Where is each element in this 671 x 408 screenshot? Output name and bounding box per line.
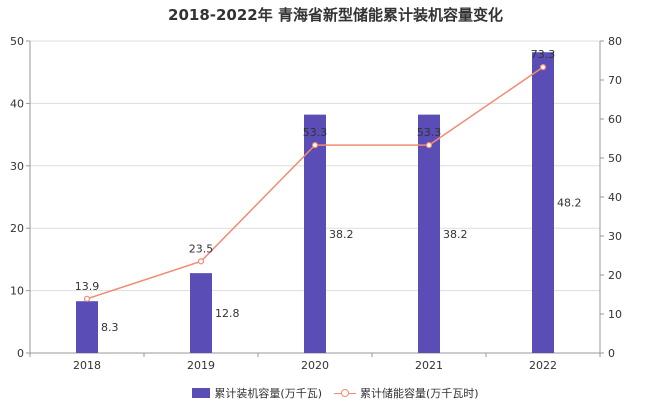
y-right-tick-label: 50	[608, 152, 622, 165]
bar	[532, 52, 554, 354]
bar	[304, 114, 326, 353]
legend-bar-label: 累计装机容量(万千瓦)	[214, 387, 322, 400]
bar	[76, 301, 98, 353]
legend: 累计装机容量(万千瓦) 累计储能容量(万千瓦时)	[0, 385, 671, 401]
x-tick-label: 2022	[529, 359, 557, 372]
bar	[418, 114, 440, 353]
bar-data-label: 8.3	[101, 321, 119, 334]
y-right-tick-label: 80	[608, 35, 622, 48]
y-right-tick-label: 20	[608, 269, 622, 282]
y-right-tick-label: 0	[608, 347, 615, 360]
bar-data-label: 12.8	[215, 307, 240, 320]
legend-line-swatch	[334, 388, 356, 398]
y-left-tick-label: 40	[10, 97, 24, 110]
y-right-tick-label: 10	[608, 308, 622, 321]
x-tick-label: 2019	[187, 359, 215, 372]
x-tick-label: 2018	[73, 359, 101, 372]
legend-item-line[interactable]: 累计储能容量(万千瓦时)	[334, 385, 479, 401]
bar-data-label: 38.2	[443, 228, 468, 241]
line-data-label: 23.5	[189, 242, 214, 255]
x-tick-label: 2020	[301, 359, 329, 372]
x-tick-label: 2021	[415, 359, 443, 372]
line-point	[425, 142, 433, 149]
line-point	[539, 64, 547, 71]
legend-line-label: 累计储能容量(万千瓦时)	[360, 387, 479, 400]
y-left-tick-label: 0	[17, 347, 24, 360]
line-point	[83, 295, 91, 302]
y-left-tick-label: 20	[10, 222, 24, 235]
line-point	[197, 258, 205, 265]
line-data-label: 53.3	[417, 126, 442, 139]
legend-item-bar[interactable]: 累计装机容量(万千瓦)	[192, 385, 322, 401]
bar-data-label: 48.2	[557, 197, 582, 210]
y-left-tick-label: 10	[10, 285, 24, 298]
line-data-label: 73.3	[531, 48, 556, 61]
y-left-tick-label: 30	[10, 160, 24, 173]
y-right-tick-label: 30	[608, 230, 622, 243]
y-left-tick-label: 50	[10, 35, 24, 48]
line-data-label: 53.3	[303, 126, 328, 139]
chart-title: 2018-2022年 青海省新型储能累计装机容量变化	[168, 6, 503, 24]
bar	[190, 273, 212, 353]
legend-bar-swatch	[192, 388, 211, 398]
y-right-tick-label: 60	[608, 113, 622, 126]
line-data-label: 13.9	[75, 280, 100, 293]
y-right-tick-label: 40	[608, 191, 622, 204]
line-point	[311, 142, 319, 149]
y-right-tick-label: 70	[608, 74, 622, 87]
bar-data-label: 38.2	[329, 228, 354, 241]
